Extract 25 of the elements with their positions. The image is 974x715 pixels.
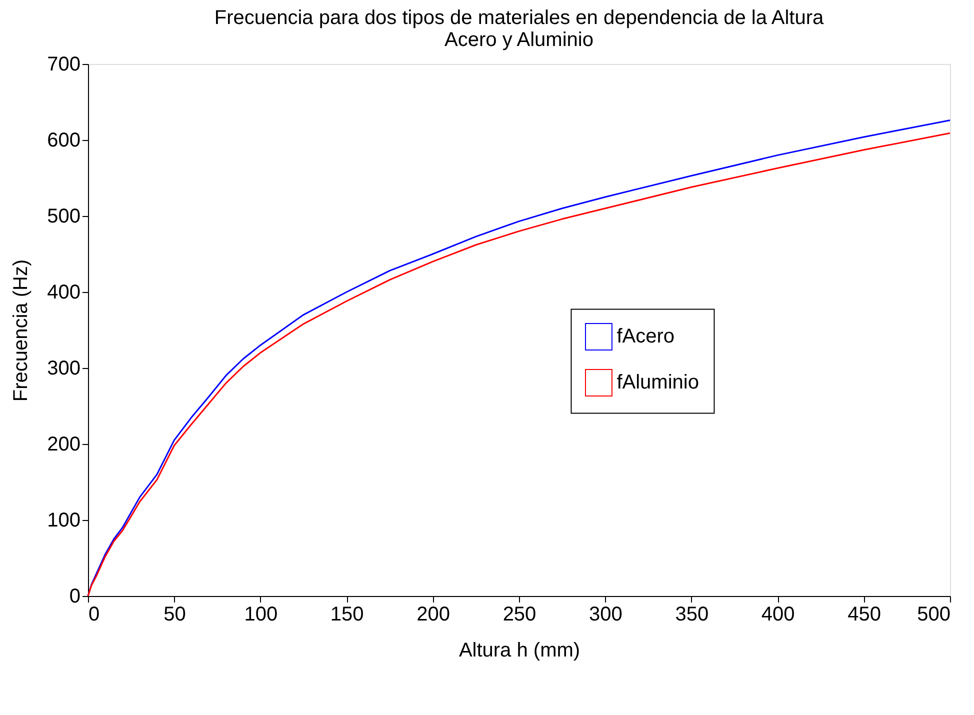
x-tick-label: 200 — [416, 604, 450, 626]
y-tick-label: 100 — [47, 510, 80, 532]
chart-title: Frecuencia para dos tipos de materiales en dependencia de la Altura — [214, 7, 825, 29]
y-tick-label: 200 — [47, 434, 80, 456]
legend-label: fAluminio — [616, 372, 699, 394]
x-tick-label: 450 — [848, 604, 881, 626]
x-tick-label: 400 — [761, 604, 795, 626]
legend-label: fAcero — [616, 326, 675, 348]
y-tick-label: 400 — [47, 282, 80, 304]
y-tick-label: 700 — [47, 54, 80, 76]
x-tick-label: 100 — [244, 604, 278, 626]
y-axis-title: Frecuencia (Hz) — [10, 259, 32, 402]
x-tick-label: 50 — [164, 604, 186, 626]
x-tick-label: 0 — [88, 604, 100, 626]
y-tick-label: 300 — [47, 358, 80, 380]
chart-subtitle: Acero y Aluminio — [444, 29, 594, 51]
y-tick-label: 500 — [47, 206, 80, 228]
y-tick-label: 600 — [47, 130, 80, 152]
x-tick-label: 350 — [675, 604, 709, 626]
x-tick-label: 150 — [330, 604, 364, 626]
x-tick-label: 300 — [589, 604, 622, 626]
x-tick-label: 500 — [917, 604, 950, 626]
y-tick-label: 0 — [69, 586, 80, 608]
x-axis-title: Altura h (mm) — [458, 640, 580, 662]
x-tick-label: 250 — [502, 604, 536, 626]
